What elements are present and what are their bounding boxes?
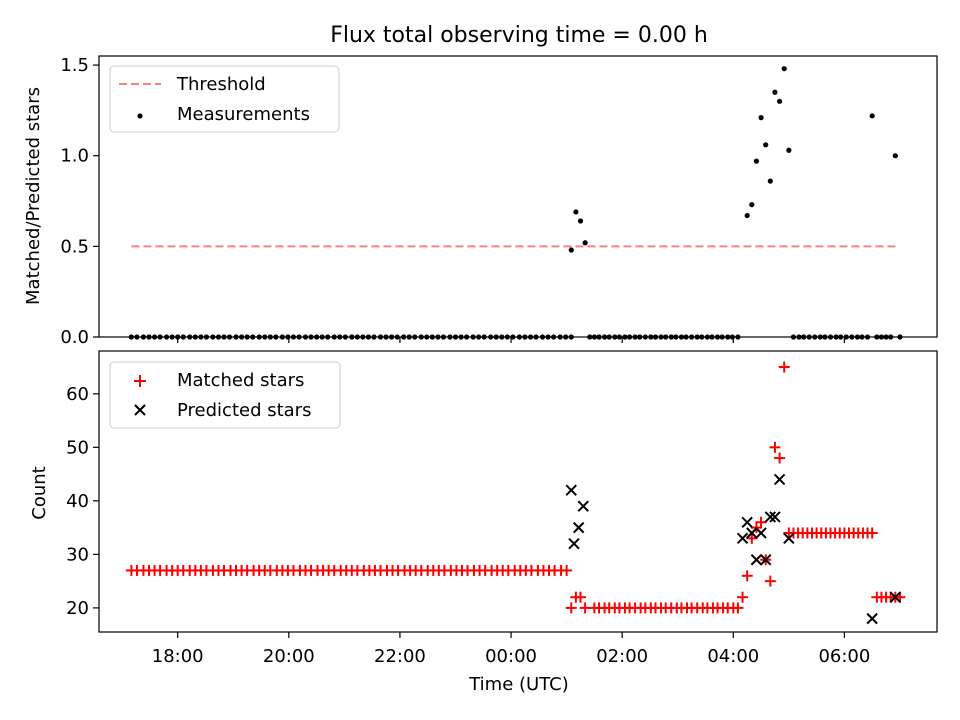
bottom-x-tick-label: 06:00: [818, 646, 870, 667]
measurement-point: [772, 89, 778, 95]
measurement-point: [869, 113, 875, 119]
matched-star-point: [588, 602, 600, 614]
matched-star-point: [732, 602, 744, 614]
matched-star-point: [769, 441, 781, 453]
legend-measurements-label: Measurements: [177, 104, 310, 125]
predicted-star-point: [577, 500, 589, 512]
matched-star-point: [746, 532, 758, 544]
bottom-x-tick-label: 00:00: [485, 646, 537, 667]
chart-title: Flux total observing time = 0.00 h: [330, 23, 708, 48]
top-y-tick-label: 1.5: [60, 55, 89, 76]
measurement-point: [758, 115, 764, 121]
measurement-point: [776, 98, 783, 104]
bottom-y-tick-label: 60: [66, 384, 89, 405]
measurement-point: [582, 240, 588, 246]
predicted-star-point: [769, 511, 781, 523]
bottom-y-axis-label: Count: [29, 466, 50, 519]
x-axis-label: Time (UTC): [468, 674, 569, 695]
predicted-star-point: [750, 554, 763, 566]
predicted-star-point: [773, 473, 786, 486]
predicted-star-point: [746, 527, 758, 539]
measurement-point: [744, 212, 750, 219]
predicted-star-point: [565, 484, 577, 496]
predicted-star-point: [783, 532, 795, 545]
predicted-star-point: [568, 537, 580, 550]
legend-predicted-label: Predicted stars: [177, 400, 311, 421]
matched-star-point: [774, 452, 786, 464]
measurement-point: [892, 153, 898, 159]
top-panel: 0.0 0.5 1.0 1.5 Matched/Predicted stars Thr…: [23, 55, 938, 348]
legend-matched-marker: [134, 375, 146, 387]
measurement-point: [749, 202, 755, 208]
legend-matched-label: Matched stars: [177, 370, 304, 391]
measurement-point: [577, 218, 584, 224]
predicted-star-point: [889, 591, 902, 603]
top-x-ticks: [177, 337, 846, 343]
top-y-axis-label: Matched/Predicted stars: [23, 87, 44, 305]
matched-star-point: [764, 575, 776, 587]
predicted-star-point: [572, 521, 585, 534]
bottom-x-tick-label: 22:00: [374, 646, 426, 667]
bottom-y-tick-label: 20: [66, 598, 89, 619]
matched-star-point: [579, 602, 591, 614]
matched-star-point: [565, 602, 577, 614]
top-y-tick-label: 0.5: [60, 236, 89, 257]
predicted-star-point: [764, 511, 777, 523]
bottom-y-tick-label: 30: [66, 544, 89, 565]
matched-star-point: [575, 591, 587, 603]
bottom-y-tick-label: 40: [66, 491, 89, 512]
predicted-star-point: [759, 554, 772, 566]
bottom-panel: 20 30 40 50 60 18:00 20:00 22:00 00:00 02:00 04:0…: [29, 350, 938, 695]
top-legend: Threshold Measurements: [109, 65, 340, 133]
measurement-point: [767, 178, 773, 184]
measurement-point: [753, 158, 760, 164]
measurement-point: [763, 142, 769, 148]
measurement-point: [786, 147, 792, 153]
matched-star-point: [561, 564, 573, 576]
measurement-point: [781, 66, 787, 72]
bottom-plot-area: [125, 361, 906, 625]
top-axes-frame: [98, 55, 938, 338]
top-y-tick-label: 1.0: [60, 146, 89, 167]
bottom-x-tick-label: 02:00: [596, 646, 648, 667]
matched-star-point: [866, 527, 878, 539]
legend-threshold-label: Threshold: [176, 74, 266, 95]
top-y-tick-label: 0.0: [60, 327, 89, 348]
measurement-point: [573, 209, 579, 215]
bottom-x-tick-label: 04:00: [707, 646, 759, 667]
legend-measurements-marker: [137, 113, 143, 119]
matched-star-point: [755, 516, 767, 528]
matched-star-point: [741, 570, 753, 582]
predicted-star-point: [755, 527, 767, 539]
bottom-y-tick-label: 50: [66, 437, 89, 458]
legend-predicted-marker: [134, 404, 146, 416]
bottom-x-ticks: 18:00 20:00 22:00 00:00 02:00 04:00 06:00: [152, 632, 870, 667]
measurement-point: [568, 247, 574, 253]
bottom-x-tick-label: 20:00: [263, 646, 315, 667]
bottom-y-ticks: 20 30 40 50 60: [66, 384, 99, 619]
bottom-legend: Matched stars Predicted stars: [109, 361, 341, 429]
matched-star-point: [737, 591, 749, 603]
predicted-star-point: [741, 516, 753, 528]
bottom-axes-frame: [98, 350, 938, 633]
bottom-x-tick-label: 18:00: [152, 646, 204, 667]
top-y-ticks: 0.0 0.5 1.0 1.5: [60, 55, 99, 348]
predicted-star-point: [866, 612, 878, 625]
predicted-star-point: [736, 532, 749, 545]
matched-star-point: [778, 361, 790, 373]
